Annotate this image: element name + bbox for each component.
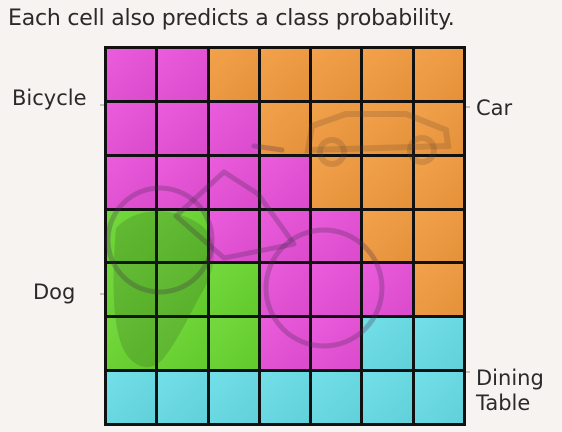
class-probability-grid	[104, 46, 466, 426]
grid-cell-5-0	[107, 318, 156, 370]
grid-cell-4-0	[107, 264, 156, 316]
label-dining-line1: Dining	[476, 366, 544, 390]
grid-cell-3-1	[158, 210, 207, 262]
grid-cell-4-4	[312, 264, 361, 316]
grid-cell-1-3	[260, 102, 310, 154]
left-tick-bottom	[100, 293, 104, 295]
grid-cell-3-2	[209, 210, 259, 262]
grid-cell-6-1	[158, 372, 207, 423]
grid-cell-0-1	[158, 49, 207, 100]
grid-cell-2-0	[107, 156, 156, 208]
headline: Each cell also predicts a class probabil…	[8, 6, 455, 31]
grid-cell-1-4	[312, 102, 361, 154]
grid-cell-6-5	[363, 372, 412, 423]
grid-cell-1-0	[107, 102, 156, 154]
right-tick-top	[466, 106, 470, 108]
grid-cell-1-1	[158, 102, 207, 154]
grid-cell-0-6	[414, 49, 464, 100]
grid-cell-1-2	[209, 102, 259, 154]
grid-cell-4-3	[260, 264, 310, 316]
grid-cell-1-6	[414, 102, 464, 154]
grid-cell-2-3	[260, 156, 310, 208]
label-dining-table: Dining Table	[476, 366, 544, 416]
grid-cell-0-2	[209, 49, 259, 100]
grid-cell-5-6	[414, 318, 464, 370]
grid-cell-3-5	[363, 210, 412, 262]
grid-cell-1-5	[363, 102, 412, 154]
grid-cell-6-3	[260, 372, 310, 423]
grid-cell-0-4	[312, 49, 361, 100]
grid-cell-2-1	[158, 156, 207, 208]
grid-cell-6-2	[209, 372, 259, 423]
grid-cell-0-3	[260, 49, 310, 100]
grid-cells	[104, 46, 466, 426]
grid-cell-3-6	[414, 210, 464, 262]
label-bicycle: Bicycle	[12, 86, 87, 110]
grid-cell-2-2	[209, 156, 259, 208]
grid-cell-5-1	[158, 318, 207, 370]
grid-cell-5-4	[312, 318, 361, 370]
grid-cell-3-3	[260, 210, 310, 262]
grid-cell-6-6	[414, 372, 464, 423]
grid-cell-6-4	[312, 372, 361, 423]
grid-cell-0-5	[363, 49, 412, 100]
grid-cell-2-4	[312, 156, 361, 208]
grid-cell-5-2	[209, 318, 259, 370]
grid-cell-3-0	[107, 210, 156, 262]
label-dining-line2: Table	[476, 391, 531, 416]
grid-cell-2-6	[414, 156, 464, 208]
grid-cell-4-6	[414, 264, 464, 316]
grid-cell-5-3	[260, 318, 310, 370]
grid-cell-2-5	[363, 156, 412, 208]
grid-cell-4-5	[363, 264, 412, 316]
label-car: Car	[476, 96, 513, 120]
grid-cell-6-0	[107, 372, 156, 423]
right-tick-bottom	[466, 371, 470, 373]
grid-cell-0-0	[107, 49, 156, 100]
grid-cell-5-5	[363, 318, 412, 370]
label-dog: Dog	[33, 280, 76, 304]
grid-cell-3-4	[312, 210, 361, 262]
left-tick-top	[100, 104, 104, 106]
grid-cell-4-2	[209, 264, 259, 316]
grid-cell-4-1	[158, 264, 207, 316]
